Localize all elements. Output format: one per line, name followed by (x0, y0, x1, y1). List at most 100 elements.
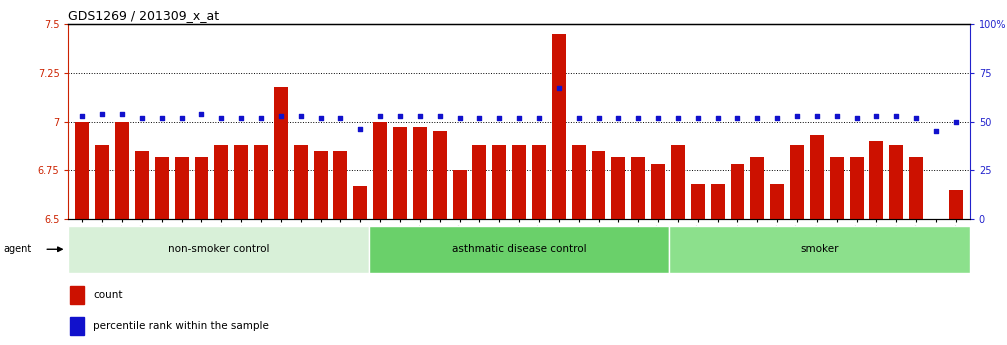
Text: agent: agent (3, 244, 31, 254)
Bar (214, 145, 229, 219)
Point (868, 113, 884, 119)
Bar (174, 157, 188, 219)
Point (809, 113, 825, 119)
Bar (353, 186, 368, 219)
Bar (790, 145, 804, 219)
Point (193, 111, 209, 117)
Bar (492, 145, 507, 219)
Point (392, 113, 408, 119)
Point (531, 115, 547, 120)
Bar (68, 226, 369, 273)
Text: non-smoker control: non-smoker control (168, 244, 270, 254)
Bar (393, 127, 407, 219)
Bar (135, 151, 149, 219)
Text: percentile rank within the sample: percentile rank within the sample (93, 321, 269, 331)
Bar (115, 122, 129, 219)
Point (908, 115, 924, 120)
Bar (70, 286, 85, 304)
Point (650, 115, 666, 120)
Bar (691, 184, 705, 219)
Bar (711, 184, 725, 219)
Point (849, 115, 865, 120)
Point (769, 115, 785, 120)
Bar (949, 190, 963, 219)
Text: GDS1269 / 201309_x_at: GDS1269 / 201309_x_at (68, 9, 220, 22)
Bar (611, 157, 625, 219)
Bar (552, 34, 566, 219)
Point (729, 115, 745, 120)
Point (412, 113, 428, 119)
Point (927, 129, 944, 134)
Bar (333, 151, 347, 219)
Bar (194, 157, 208, 219)
Point (432, 113, 448, 119)
Bar (452, 170, 466, 219)
Bar (670, 226, 970, 273)
Bar (810, 135, 824, 219)
Point (352, 127, 369, 132)
Text: count: count (93, 290, 123, 300)
Point (373, 113, 389, 119)
Point (888, 113, 904, 119)
Point (590, 115, 606, 120)
Bar (369, 226, 670, 273)
Bar (671, 145, 685, 219)
Point (451, 115, 467, 120)
Text: smoker: smoker (801, 244, 839, 254)
Bar (70, 317, 85, 335)
Bar (274, 87, 288, 219)
Point (690, 115, 706, 120)
Bar (254, 145, 268, 219)
Bar (235, 145, 248, 219)
Bar (313, 151, 327, 219)
Point (95, 111, 111, 117)
Text: asthmatic disease control: asthmatic disease control (452, 244, 586, 254)
Bar (294, 145, 308, 219)
Bar (413, 127, 427, 219)
Bar (472, 145, 486, 219)
Bar (889, 145, 903, 219)
Bar (591, 151, 605, 219)
Point (948, 119, 964, 125)
Point (75, 113, 91, 119)
Bar (532, 145, 546, 219)
Point (511, 115, 528, 120)
Bar (730, 165, 744, 219)
Bar (750, 157, 764, 219)
Point (114, 111, 130, 117)
Point (710, 115, 726, 120)
Bar (770, 184, 784, 219)
Point (788, 113, 805, 119)
Point (829, 113, 845, 119)
Point (273, 113, 289, 119)
Bar (433, 131, 447, 219)
Point (293, 113, 309, 119)
Bar (830, 157, 844, 219)
Bar (374, 122, 387, 219)
Point (571, 115, 587, 120)
Bar (631, 157, 645, 219)
Bar (76, 122, 90, 219)
Point (312, 115, 328, 120)
Bar (909, 157, 923, 219)
Point (670, 115, 686, 120)
Point (551, 86, 567, 91)
Point (630, 115, 646, 120)
Bar (96, 145, 109, 219)
Point (471, 115, 487, 120)
Bar (850, 157, 864, 219)
Point (491, 115, 508, 120)
Bar (572, 145, 586, 219)
Bar (869, 141, 883, 219)
Point (749, 115, 765, 120)
Point (213, 115, 230, 120)
Point (173, 115, 189, 120)
Bar (652, 165, 665, 219)
Point (610, 115, 626, 120)
Bar (513, 145, 526, 219)
Bar (155, 157, 169, 219)
Point (253, 115, 269, 120)
Point (134, 115, 150, 120)
Point (234, 115, 250, 120)
Point (332, 115, 348, 120)
